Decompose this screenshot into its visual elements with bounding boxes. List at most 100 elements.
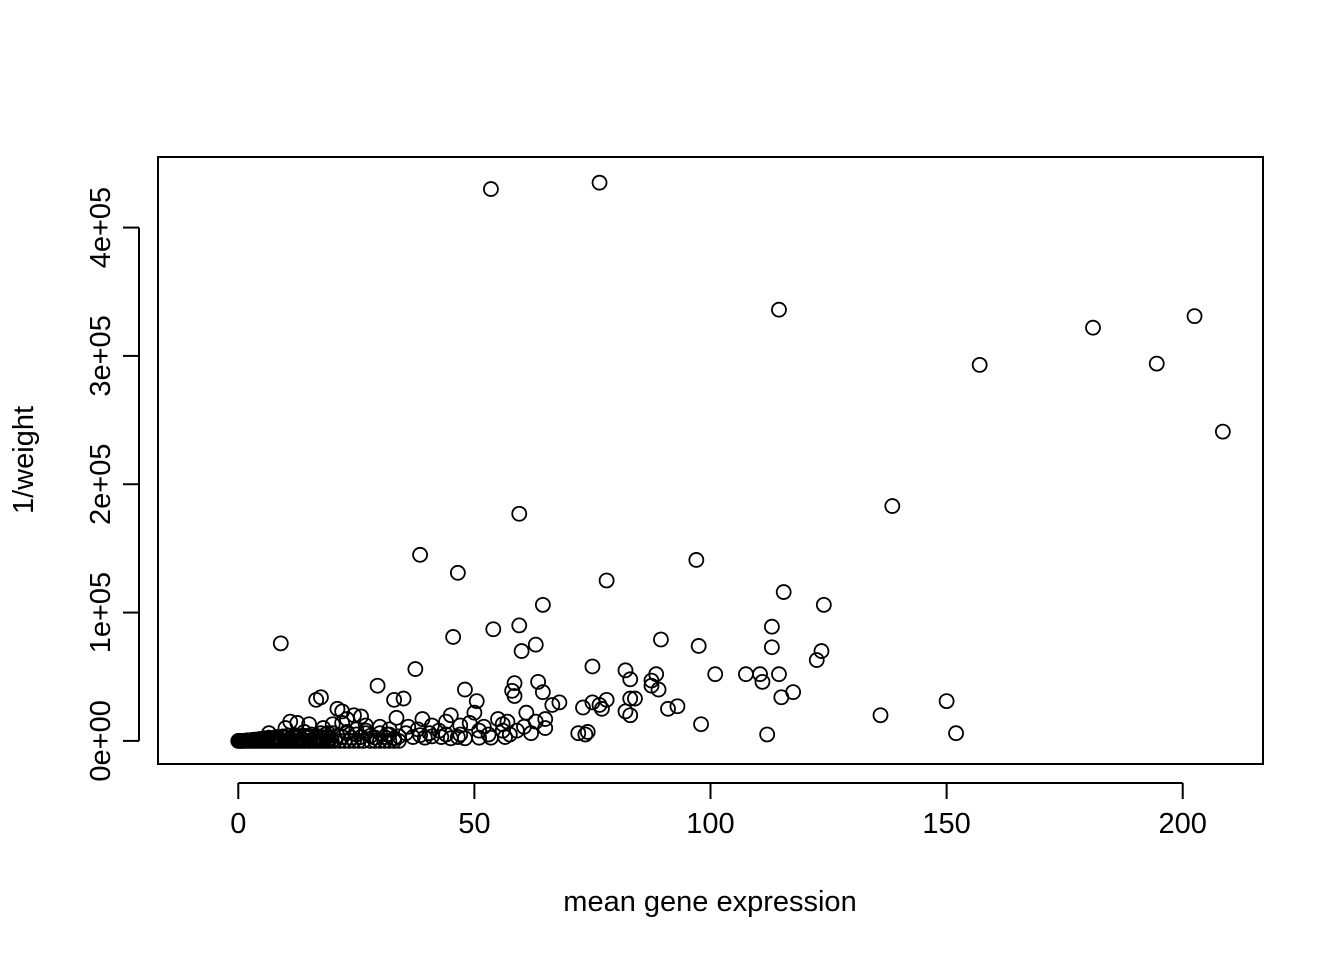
data-point bbox=[577, 726, 594, 743]
plot-frame bbox=[157, 156, 1264, 765]
data-point bbox=[544, 697, 561, 713]
data-point bbox=[449, 564, 466, 581]
data-point bbox=[771, 301, 787, 318]
data-point bbox=[773, 689, 790, 706]
data-point bbox=[617, 703, 634, 720]
data-point bbox=[948, 725, 964, 742]
x-axis: 0 50 100 150 200 bbox=[230, 782, 1207, 840]
data-point bbox=[416, 729, 433, 746]
data-point bbox=[622, 707, 639, 724]
data-point bbox=[461, 715, 478, 731]
data-point bbox=[660, 700, 676, 717]
data-point bbox=[622, 671, 639, 688]
y-tick-label: 3e+05 bbox=[85, 315, 117, 396]
data-point bbox=[763, 639, 780, 656]
data-point bbox=[348, 721, 365, 738]
y-tick-label: 2e+05 bbox=[85, 444, 117, 525]
data-point bbox=[591, 174, 608, 191]
data-point bbox=[471, 722, 488, 739]
data-point bbox=[530, 673, 547, 690]
data-point bbox=[483, 181, 499, 197]
data-point bbox=[1186, 308, 1203, 325]
data-point bbox=[537, 720, 554, 736]
data-point bbox=[395, 690, 412, 707]
data-point bbox=[480, 726, 497, 743]
data-point bbox=[707, 666, 724, 683]
data-point bbox=[669, 698, 686, 715]
data-point bbox=[1085, 319, 1101, 336]
data-point bbox=[412, 546, 428, 563]
y-tick-label: 1e+05 bbox=[85, 572, 117, 653]
data-point bbox=[738, 666, 754, 683]
data-point bbox=[372, 725, 388, 742]
x-tick-label: 0 bbox=[230, 808, 246, 840]
data-point bbox=[506, 688, 523, 704]
data-point bbox=[971, 356, 988, 373]
data-point bbox=[938, 693, 955, 710]
y-axis-title: 1/weight bbox=[8, 406, 40, 514]
data-point bbox=[759, 726, 776, 743]
data-point bbox=[452, 726, 469, 743]
y-tick-label: 4e+05 bbox=[85, 187, 117, 268]
data-point bbox=[449, 729, 466, 745]
y-tick-label: 0e+00 bbox=[85, 700, 117, 781]
data-point bbox=[523, 725, 539, 742]
data-point bbox=[593, 700, 610, 717]
data-point bbox=[575, 699, 591, 716]
data-point bbox=[350, 733, 367, 749]
data-point bbox=[511, 617, 528, 634]
data-point bbox=[369, 677, 386, 694]
data-point bbox=[771, 666, 787, 683]
data-point bbox=[343, 729, 360, 746]
data-point bbox=[433, 729, 450, 745]
data-point bbox=[513, 643, 530, 659]
data-point bbox=[808, 652, 825, 668]
data-point bbox=[884, 498, 901, 514]
data-point bbox=[584, 658, 601, 675]
data-point bbox=[355, 733, 372, 749]
data-point bbox=[591, 697, 608, 713]
data-point bbox=[386, 691, 403, 708]
data-point bbox=[308, 691, 325, 708]
y-axis: 0e+00 1e+05 2e+05 3e+05 4e+05 bbox=[85, 187, 140, 782]
data-point bbox=[471, 729, 488, 746]
data-point bbox=[423, 728, 440, 745]
data-point bbox=[690, 638, 707, 654]
data-point bbox=[653, 631, 669, 648]
data-point bbox=[534, 596, 551, 613]
data-point bbox=[407, 661, 424, 677]
x-tick-label: 100 bbox=[686, 808, 734, 840]
data-point bbox=[445, 629, 462, 645]
data-point bbox=[872, 707, 889, 724]
data-point bbox=[551, 694, 568, 711]
data-point bbox=[537, 711, 554, 727]
x-axis-title: mean gene expression bbox=[563, 886, 856, 918]
data-point bbox=[511, 505, 528, 522]
data-point bbox=[598, 572, 615, 589]
data-point bbox=[527, 636, 544, 653]
data-point bbox=[386, 733, 403, 749]
data-point bbox=[688, 552, 705, 568]
data-point bbox=[390, 733, 407, 749]
data-point bbox=[400, 718, 417, 735]
data-point bbox=[457, 681, 473, 698]
data-point bbox=[1148, 355, 1165, 372]
data-point bbox=[627, 690, 643, 707]
data-point bbox=[506, 675, 523, 692]
data-point bbox=[775, 584, 792, 600]
data-point bbox=[570, 725, 587, 742]
data-point bbox=[763, 618, 780, 635]
data-point bbox=[693, 716, 709, 733]
data-points bbox=[230, 174, 1231, 749]
data-point bbox=[617, 662, 634, 679]
data-point bbox=[534, 684, 551, 701]
data-point bbox=[272, 635, 289, 652]
data-point bbox=[579, 724, 596, 740]
data-point bbox=[815, 596, 832, 613]
data-point bbox=[813, 643, 830, 659]
data-point bbox=[754, 673, 771, 690]
data-point bbox=[752, 666, 768, 683]
data-point bbox=[650, 681, 667, 698]
data-point bbox=[466, 704, 483, 721]
